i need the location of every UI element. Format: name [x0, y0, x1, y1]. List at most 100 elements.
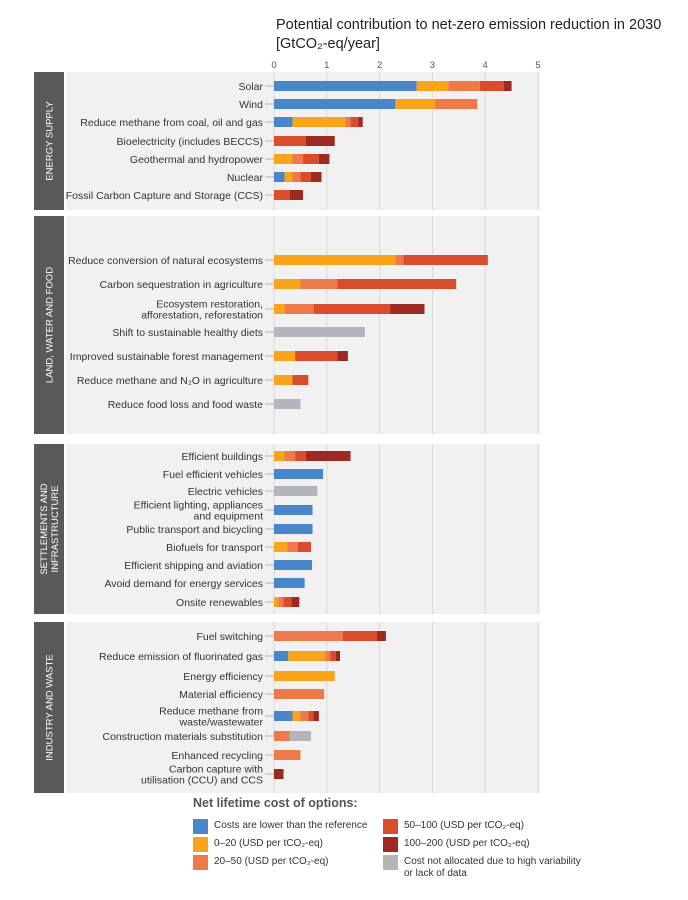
panel-background	[66, 622, 540, 793]
legend: Net lifetime cost of options: Costs are …	[193, 796, 633, 896]
category-strip	[34, 444, 64, 614]
legend-title: Net lifetime cost of options:	[193, 796, 358, 810]
bar-segment	[274, 542, 288, 552]
bar-segment	[284, 451, 296, 461]
bar-segment	[330, 651, 336, 661]
bar-label: Bioelectricity (includes BECCS)	[117, 136, 263, 148]
bar-segment	[308, 711, 314, 721]
bar-label: Solar	[238, 81, 263, 93]
legend-label: Costs are lower than the reference	[214, 820, 368, 831]
bar-segment	[274, 651, 289, 661]
bar-segment	[313, 304, 391, 314]
bar-segment	[416, 81, 449, 91]
bar-segment	[284, 172, 293, 182]
bar-segment	[350, 117, 359, 127]
bar-label: Onsite renewables	[176, 597, 263, 609]
bar-segment	[287, 542, 298, 552]
bar-segment	[318, 154, 330, 164]
bar-segment	[274, 136, 306, 146]
bar-segment	[274, 327, 365, 337]
category-strip	[34, 216, 64, 434]
bar-segment	[274, 731, 290, 741]
bar-label: utilisation (CCU) and CCS	[141, 775, 263, 787]
bar-segment	[274, 154, 293, 164]
bar-segment	[274, 375, 293, 385]
category-label: SETTLEMENTS AND	[39, 483, 50, 574]
bar-segment	[503, 81, 512, 91]
bar-segment	[278, 597, 284, 607]
bar-label: Electric vehicles	[188, 486, 263, 498]
bar-label: afforestation, reforestation	[141, 310, 263, 322]
bar-label: Fossil Carbon Capture and Storage (CCS)	[66, 190, 263, 202]
bar-segment	[297, 542, 311, 552]
bar-segment	[274, 172, 285, 182]
bar-segment	[274, 560, 313, 570]
bar-segment	[390, 304, 425, 314]
bar-label: Wind	[239, 99, 263, 111]
bar-label: Carbon capture with	[169, 764, 263, 776]
axis-layer: 0 1 2 3 4 5	[271, 60, 540, 71]
bar-label: Carbon sequestration in agriculture	[100, 279, 264, 291]
labels-layer: Solar Wind Reduce methane from coal, oil a…	[66, 81, 274, 787]
bar-segment	[310, 172, 322, 182]
bar-segment	[284, 304, 314, 314]
chart-title: Potential contribution to net-zero emiss…	[276, 17, 662, 52]
bar-segment	[403, 255, 488, 265]
bar-label: Efficient lighting, appliances	[134, 500, 263, 512]
legend-swatch	[383, 855, 398, 870]
bar-label: Improved sustainable forest management	[70, 351, 263, 363]
bar-segment	[274, 451, 285, 461]
bar-segment	[274, 689, 325, 699]
bar-label: Shift to sustainable healthy diets	[112, 327, 263, 339]
bars-layer	[274, 81, 512, 779]
chart-svg: ENERGY SUPPLY LAND, WATER AND FOOD SETTLEM…	[34, 60, 541, 793]
bar-segment	[274, 505, 313, 515]
x-tick-label: 4	[483, 60, 488, 71]
bar-label: Efficient buildings	[181, 451, 263, 463]
bar-segment	[292, 711, 301, 721]
bar-segment	[292, 117, 346, 127]
x-tick-label: 5	[535, 60, 540, 71]
bar-segment	[274, 399, 301, 409]
bar-label: Reduce methane from	[159, 706, 263, 718]
bar-label: Energy efficiency	[183, 671, 264, 683]
bar-segment	[274, 486, 318, 496]
bar-segment	[325, 651, 331, 661]
bar-label: Geothermal and hydropower	[130, 154, 264, 166]
bar-label: Material efficiency	[179, 689, 264, 701]
bar-label: Nuclear	[227, 172, 264, 184]
category-strip	[34, 622, 64, 793]
legend-label: 20–50 (USD per tCO₂-eq)	[214, 856, 329, 867]
legend-swatch	[383, 819, 398, 834]
bar-segment	[300, 172, 311, 182]
bar-label: waste/wastewater	[179, 717, 264, 729]
bar-label: Fuel switching	[196, 631, 263, 643]
bar-segment	[274, 255, 396, 265]
bar-segment	[395, 99, 436, 109]
bar-label: Public transport and bicycling	[126, 524, 263, 536]
bar-segment	[274, 99, 396, 109]
bar-segment	[300, 711, 309, 721]
category-label: LAND, WATER AND FOOD	[45, 267, 56, 383]
bar-segment	[295, 351, 338, 361]
bar-segment	[292, 154, 304, 164]
bar-segment	[274, 671, 335, 681]
bar-label: Biofuels for transport	[166, 542, 263, 554]
legend-swatch	[193, 837, 208, 852]
legend-label: 0–20 (USD per tCO₂-eq)	[214, 838, 323, 849]
bar-segment	[288, 651, 326, 661]
bar-segment	[274, 769, 284, 779]
category-label: ENERGY SUPPLY	[45, 101, 56, 181]
bar-segment	[292, 172, 301, 182]
bar-segment	[274, 597, 279, 607]
bar-segment	[358, 117, 363, 127]
bar-segment	[448, 81, 480, 91]
bar-segment	[274, 578, 305, 588]
bar-label: Efficient shipping and aviation	[124, 560, 263, 572]
bar-segment	[274, 190, 290, 200]
bar-segment	[274, 524, 313, 534]
bar-segment	[305, 451, 351, 461]
category-label: INDUSTRY AND WASTE	[45, 654, 56, 760]
bar-segment	[305, 136, 335, 146]
bar-label: Reduce methane from coal, oil and gas	[80, 117, 263, 129]
